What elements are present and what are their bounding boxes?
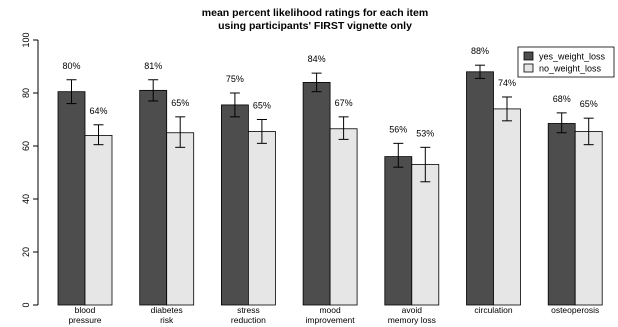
legend: yes_weight_loss no_weight_loss [517,46,615,78]
category-label: pressure [68,315,101,325]
bar-yes_weight_loss [302,82,331,306]
category-label: risk [160,315,174,325]
bar-no_weight_loss [84,134,113,306]
category-label: memory loss [388,315,436,325]
legend-swatch [523,63,534,73]
data-label: 75% [226,74,244,84]
bar-no_weight_loss [411,164,440,306]
category-label: diabetes [151,305,183,315]
y-tick-label: 40 [21,194,31,204]
data-label: 84% [308,54,326,64]
bar-yes_weight_loss [547,123,576,306]
bar-yes_weight_loss [57,91,86,306]
y-tick-label: 100 [21,32,31,47]
category-label: avoid [402,305,423,315]
bars: 80% 64% 81% 65% 75% 65% 84% 67% 56% 53% 88% 74% 68% 6… [57,46,603,306]
bar-no_weight_loss [166,132,195,306]
data-label: 68% [553,94,571,104]
y-tick-label: 60 [21,141,31,151]
y-tick-label: 0 [21,302,31,307]
legend-label: no_weight_loss [539,64,602,74]
category-label: improvement [306,315,356,325]
data-label: 88% [471,46,489,56]
data-label: 64% [89,106,107,116]
data-label: 80% [62,61,80,71]
legend-box [517,46,615,78]
bar-yes_weight_loss [139,89,168,306]
bar-no_weight_loss [574,131,603,306]
data-label: 53% [416,128,434,138]
data-label: 65% [253,101,271,111]
data-label: 67% [335,98,353,108]
chart-title-line-2: using participants' FIRST vignette only [218,20,412,32]
y-tick-label: 20 [21,247,31,257]
y-tick-label: 80 [21,88,31,98]
data-label: 65% [171,98,189,108]
y-axis: 0 20 40 60 80 100 [21,32,39,308]
data-label: 65% [580,99,598,109]
legend-label: yes_weight_loss [539,52,606,62]
category-label: reduction [231,315,266,325]
bar-yes_weight_loss [220,104,249,306]
data-label: 74% [498,78,516,88]
data-label: 81% [144,61,162,71]
bar-yes_weight_loss [466,71,494,306]
legend-swatch [523,51,534,61]
category-label: blood [75,305,96,315]
category-label: stress [237,305,260,315]
bar-no_weight_loss [247,131,276,306]
bar-no_weight_loss [329,128,358,306]
data-label: 56% [389,124,407,134]
category-label: osteoperosis [551,305,599,315]
category-label: mood [319,305,341,315]
bar-no_weight_loss [493,108,521,306]
bar-yes_weight_loss [384,156,413,306]
chart-title-line-1: mean percent likelihood ratings for each… [202,7,428,19]
category-label: circulation [474,305,513,315]
